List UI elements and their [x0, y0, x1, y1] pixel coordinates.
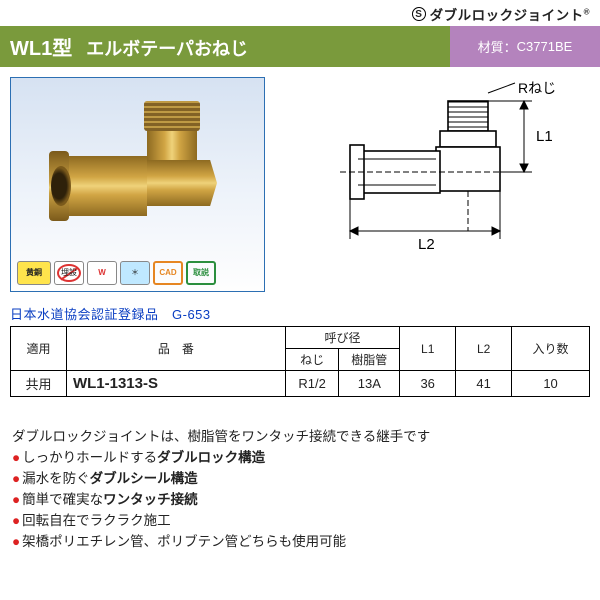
description-block: ダブルロックジョイントは、樹脂管をワンタッチ接続できる継手です しっかりホールド… [0, 397, 600, 561]
th-qty: 入り数 [512, 327, 590, 371]
spec-table: 適用 品 番 呼び径 L1 L2 入り数 ねじ 樹脂管 共用 WL1-1313-… [10, 326, 590, 397]
cell-pn: WL1-1313-S [66, 371, 285, 397]
material-value: C3771BE [517, 39, 573, 54]
cell-pipe: 13A [339, 371, 400, 397]
badge-w-mark-icon: W [87, 261, 117, 285]
badge-star-icon: ＊ [120, 261, 150, 285]
feature-5: 架橋ポリエチレン管、ポリブテン管どちらも使用可能 [12, 532, 588, 553]
badge-no-bury-icon: 埋設 [54, 261, 84, 285]
th-pipe: 樹脂管 [339, 349, 400, 371]
feature-1: しっかりホールドするダブルロック構造 [12, 448, 588, 469]
th-thread: ねじ [285, 349, 339, 371]
thread-label: Rねじ [518, 81, 556, 96]
certification-line: 日本水道協会認証登録品 G-653 [0, 298, 600, 326]
feature-4: 回転自在でラクラク施工 [12, 511, 588, 532]
l1-label: L1 [536, 128, 553, 145]
th-l1: L1 [400, 327, 456, 371]
images-row: 黄銅 埋設 W ＊ CAD 取説 [0, 67, 600, 298]
title-left: WL1型 エルボテーパおねじ [0, 26, 450, 67]
product-photo: 黄銅 埋設 W ＊ CAD 取説 [10, 77, 265, 292]
badge-cad: CAD [153, 261, 183, 285]
cell-l1: 36 [400, 371, 456, 397]
feature-3: 簡単で確実なワンタッチ接続 [12, 490, 588, 511]
diagram-svg: Rねじ L1 L2 [310, 81, 580, 291]
model-code: WL1型 [10, 32, 72, 61]
cell-use: 共用 [11, 371, 67, 397]
th-dia: 呼び径 [285, 327, 399, 349]
material-chip: 材質：C3771BE [450, 26, 600, 67]
brand-name: ダブルロックジョイント® [430, 4, 590, 24]
badge-manual: 取説 [186, 261, 216, 285]
brand-bar: S ダブルロックジョイント® [0, 0, 600, 26]
brand-logo-icon: S [412, 7, 426, 21]
product-name: エルボテーパおねじ [86, 35, 248, 61]
feature-2: 漏水を防ぐダブルシール構造 [12, 469, 588, 490]
cell-l2: 41 [456, 371, 512, 397]
th-use: 適用 [11, 327, 67, 371]
th-pn: 品 番 [66, 327, 285, 371]
cell-qty: 10 [512, 371, 590, 397]
th-l2: L2 [456, 327, 512, 371]
dimension-diagram: Rねじ L1 L2 [273, 77, 590, 292]
desc-intro: ダブルロックジョイントは、樹脂管をワンタッチ接続できる継手です [12, 427, 588, 448]
cell-thread: R1/2 [285, 371, 339, 397]
badge-brass: 黄銅 [17, 261, 51, 285]
material-label: 材質： [478, 37, 517, 56]
badge-row: 黄銅 埋設 W ＊ CAD 取説 [17, 261, 216, 285]
brass-elbow-illustration [51, 104, 221, 254]
title-bar: WL1型 エルボテーパおねじ 材質：C3771BE [0, 26, 600, 67]
l2-label: L2 [418, 236, 435, 253]
table-row: 共用 WL1-1313-S R1/2 13A 36 41 10 [11, 371, 590, 397]
feature-list: しっかりホールドするダブルロック構造 漏水を防ぐダブルシール構造 簡単で確実なワ… [12, 448, 588, 553]
